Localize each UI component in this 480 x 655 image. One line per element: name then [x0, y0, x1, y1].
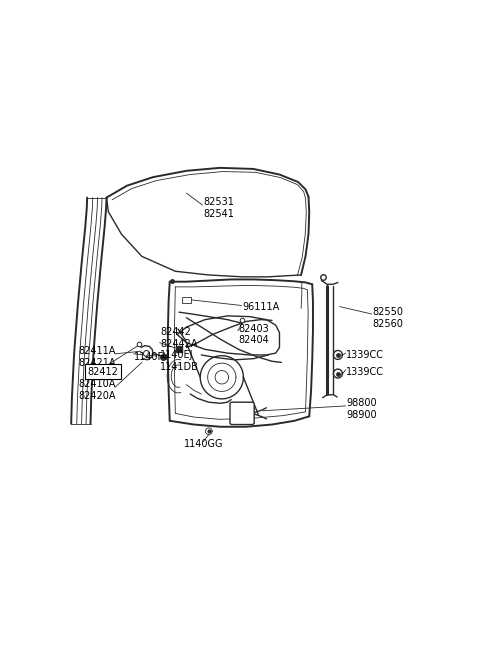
Text: 82410A
82420A: 82410A 82420A [79, 379, 116, 401]
Text: 1339CC: 1339CC [347, 367, 384, 377]
Bar [182, 297, 192, 303]
Text: 82411A
82421A: 82411A 82421A [79, 346, 116, 367]
Text: 96111A: 96111A [242, 301, 279, 312]
Text: 82442
82442A
1140EJ
1141DB: 82442 82442A 1140EJ 1141DB [160, 327, 199, 372]
Text: 98800
98900: 98800 98900 [347, 398, 377, 420]
FancyBboxPatch shape [230, 402, 254, 424]
Text: 1339CC: 1339CC [347, 350, 384, 360]
Text: 1140GG: 1140GG [183, 440, 223, 449]
Text: 82531
82541: 82531 82541 [203, 197, 234, 219]
Text: 82412: 82412 [87, 367, 118, 377]
Text: 1140FY: 1140FY [134, 352, 170, 362]
Text: 82403
82404: 82403 82404 [239, 324, 269, 345]
Text: 82550
82560: 82550 82560 [372, 307, 404, 329]
